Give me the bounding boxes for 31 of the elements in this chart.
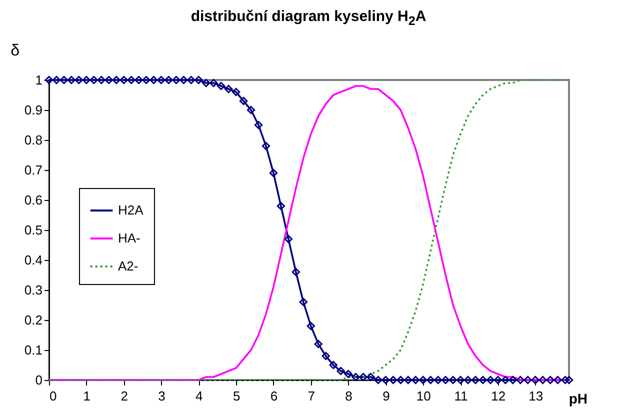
- x-tick-label: 0: [50, 388, 57, 404]
- y-tick-label: 0.5: [24, 222, 42, 238]
- y-axis-title: δ: [10, 42, 20, 60]
- chart-title: distribuční diagram kyseliny H$_{2}$A: [190, 8, 428, 28]
- y-tick-label: 0.9: [24, 102, 42, 118]
- x-tick-label: 8: [345, 388, 352, 404]
- x-tick-label: 3: [158, 388, 166, 404]
- legend-label: A2-: [118, 258, 138, 274]
- x-tick-label: 1: [83, 388, 91, 404]
- x-axis-title: pH: [568, 390, 588, 406]
- legend-label: HA-: [118, 230, 140, 246]
- x-tick-label: 6: [270, 388, 278, 404]
- x-tick-label: 7: [308, 388, 315, 404]
- y-tick-label: 0.4: [24, 252, 42, 268]
- x-tick-label: 12: [491, 388, 506, 404]
- y-tick-label: 0.3: [24, 282, 42, 298]
- x-tick-label: 2: [120, 388, 128, 404]
- y-tick-label: 0.8: [24, 132, 42, 148]
- y-tick-label: 0.6: [24, 192, 42, 208]
- y-tick-label: 0: [35, 372, 42, 388]
- x-tick-label: 10: [416, 388, 431, 404]
- x-tick-label: 13: [528, 388, 544, 404]
- x-tick-label: 11: [454, 388, 468, 404]
- x-tick-label: 5: [232, 388, 240, 404]
- legend-label: H2A: [118, 202, 144, 218]
- y-tick-label: 0.7: [24, 162, 42, 178]
- x-tick-label: 9: [382, 388, 390, 404]
- y-tick-label: 0.1: [24, 342, 42, 358]
- y-tick-label: 0.2: [24, 312, 42, 328]
- y-tick-label: 1: [35, 72, 42, 88]
- x-tick-label: 4: [196, 388, 203, 404]
